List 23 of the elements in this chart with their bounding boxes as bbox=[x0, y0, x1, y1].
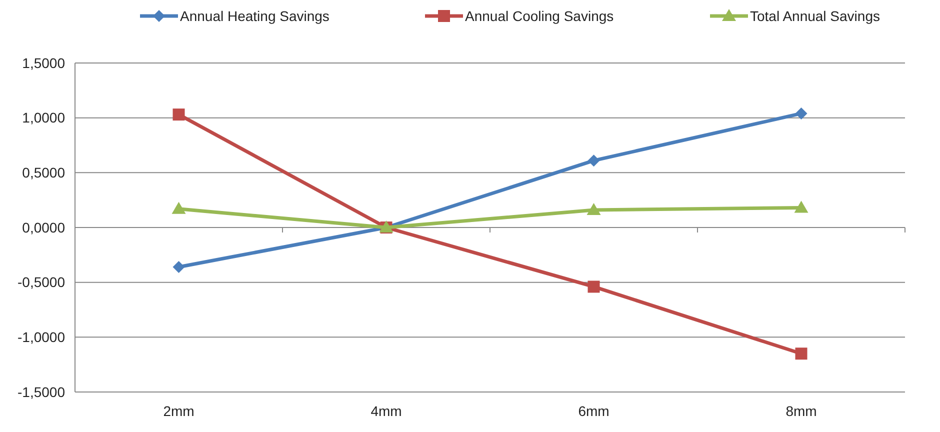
x-tick-label: 8mm bbox=[786, 403, 817, 419]
point bbox=[588, 280, 600, 293]
point bbox=[588, 154, 600, 167]
y-tick-label: 0,5000 bbox=[22, 164, 66, 181]
legend-label: Annual Cooling Savings bbox=[465, 8, 614, 24]
y-tick-label: -0,5000 bbox=[18, 274, 66, 290]
point bbox=[172, 108, 185, 121]
point bbox=[172, 202, 186, 214]
x-tick-label: 6mm bbox=[578, 403, 610, 419]
y-tick-label: 1,0000 bbox=[22, 110, 66, 126]
x-tick-label: 4mm bbox=[370, 403, 402, 419]
point bbox=[172, 260, 185, 273]
legend-label: Annual Heating Savings bbox=[180, 8, 330, 24]
y-tick-label: 0,0000 bbox=[22, 219, 66, 236]
y-tick-label: -1,0000 bbox=[18, 329, 66, 346]
legend-label: Total Annual Savings bbox=[750, 8, 880, 24]
x-tick-label: 2mm bbox=[163, 403, 194, 419]
point bbox=[794, 200, 808, 213]
point bbox=[795, 348, 808, 360]
point bbox=[586, 202, 601, 215]
y-tick-label: 1,5000 bbox=[22, 54, 66, 71]
point bbox=[795, 107, 808, 120]
y-tick-label: -1,5000 bbox=[18, 384, 66, 400]
